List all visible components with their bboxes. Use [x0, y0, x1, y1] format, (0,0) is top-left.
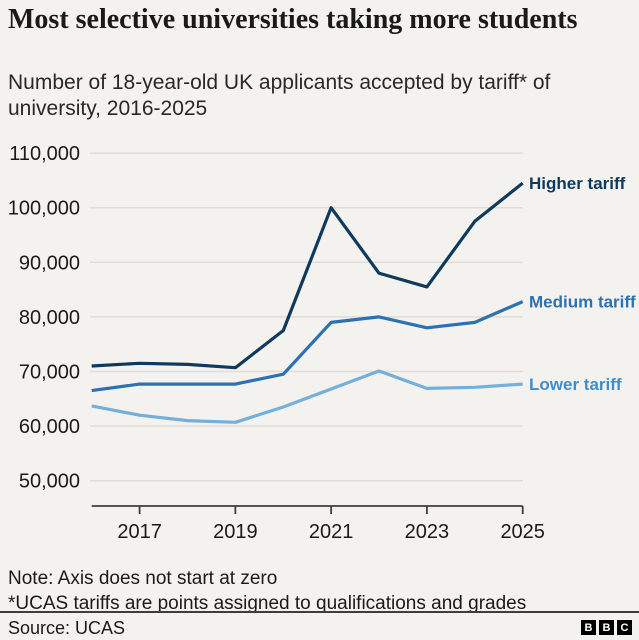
chart-subtitle: Number of 18-year-old UK applicants acce… — [8, 71, 551, 120]
note-axis: Note: Axis does not start at zero — [8, 568, 278, 589]
chart-title: Most selective universities taking more … — [8, 4, 578, 35]
bbc-logo-block-b1: B — [581, 620, 596, 635]
chart-notes: Note: Axis does not start at zero *UCAS … — [8, 566, 628, 616]
note-tariff-definition: *UCAS tariffs are points assigned to qua… — [8, 593, 527, 614]
x-tick-label-2025: 2025 — [500, 521, 545, 543]
y-tick-label-80000: 80,000 — [19, 307, 80, 329]
bbc-logo: B B C — [581, 620, 632, 635]
footer-divider — [0, 611, 639, 613]
source-label: Source: UCAS — [8, 618, 126, 638]
y-tick-label-60000: 60,000 — [19, 416, 80, 438]
series-label-medium-tariff: Medium tariff — [529, 293, 636, 312]
series-line-higher-tariff — [91, 181, 524, 370]
series-line-medium-tariff — [91, 300, 524, 393]
y-tick-label-50000: 50,000 — [19, 471, 80, 493]
series-label-lower-tariff: Lower tariff — [529, 375, 622, 394]
x-tick-label-2023: 2023 — [405, 521, 450, 543]
series-label-higher-tariff: Higher tariff — [529, 174, 626, 193]
x-tick-label-2017: 2017 — [117, 521, 162, 543]
y-tick-label-110000: 110,000 — [9, 143, 80, 165]
series-line-lower-tariff — [91, 369, 523, 424]
bbc-logo-block-b2: B — [599, 620, 614, 635]
y-tick-label-90000: 90,000 — [19, 252, 80, 274]
y-tick-label-70000: 70,000 — [19, 362, 80, 384]
y-tick-label-100000: 100,000 — [8, 198, 80, 220]
x-tick-label-2021: 2021 — [309, 521, 354, 543]
x-tick-label-2019: 2019 — [213, 521, 258, 543]
bbc-logo-block-c: C — [617, 620, 632, 635]
